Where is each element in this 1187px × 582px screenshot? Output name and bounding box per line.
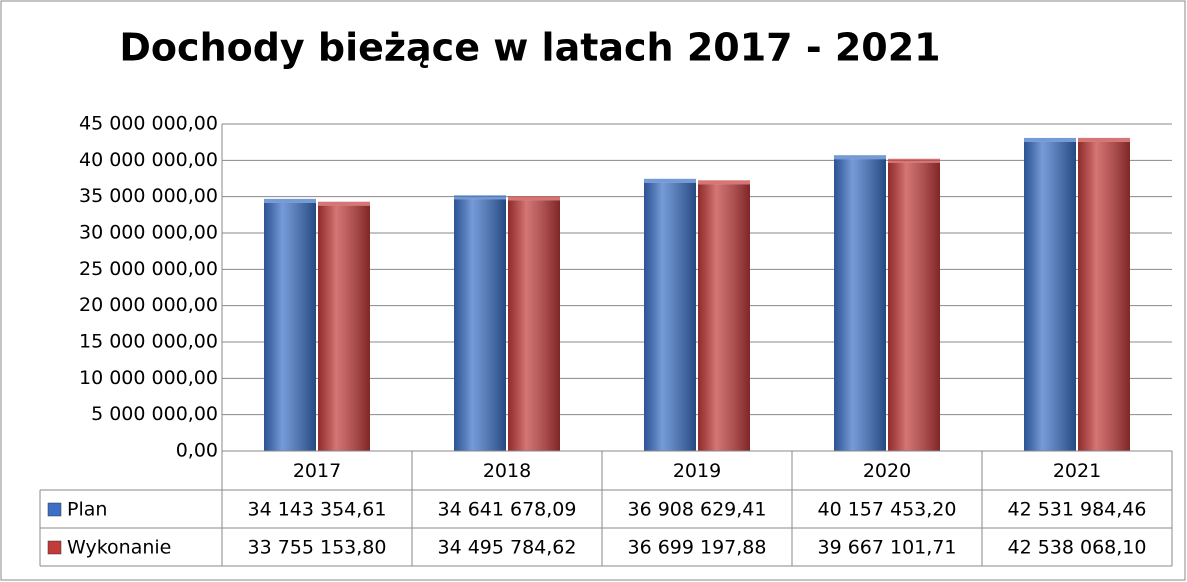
bar-top bbox=[1024, 137, 1076, 142]
bar-shade bbox=[834, 159, 886, 451]
bar-top bbox=[698, 180, 750, 185]
bar-shade bbox=[318, 205, 370, 451]
legend-key bbox=[47, 502, 62, 517]
legend-key bbox=[47, 540, 62, 555]
data-label: 34 641 678,09 bbox=[437, 499, 576, 521]
data-label: 42 531 984,46 bbox=[1007, 499, 1146, 521]
bar-shade bbox=[454, 199, 506, 451]
y-tick-label: 35 000 000,00 bbox=[79, 185, 218, 207]
y-tick-label: 5 000 000,00 bbox=[91, 403, 218, 425]
y-tick-label: 45 000 000,00 bbox=[79, 113, 218, 135]
y-tick-label: 0,00 bbox=[176, 440, 218, 462]
data-label: 33 755 153,80 bbox=[247, 537, 386, 559]
bar-top bbox=[264, 198, 316, 203]
bar-shade bbox=[508, 200, 560, 451]
y-tick-label: 30 000 000,00 bbox=[79, 222, 218, 244]
y-tick-label: 15 000 000,00 bbox=[79, 331, 218, 353]
x-tick-label: 2018 bbox=[483, 460, 531, 482]
bar-top bbox=[508, 196, 560, 201]
bar-shade bbox=[1078, 141, 1130, 451]
data-label: 36 908 629,41 bbox=[627, 499, 766, 521]
x-tick-label: 2020 bbox=[863, 460, 911, 482]
data-label: 36 699 197,88 bbox=[627, 537, 766, 559]
x-tick-label: 2021 bbox=[1053, 460, 1101, 482]
data-label: 34 143 354,61 bbox=[247, 499, 386, 521]
bar-shade bbox=[698, 184, 750, 452]
legend-label: Wykonanie bbox=[67, 537, 171, 559]
bar-top bbox=[888, 158, 940, 163]
legend-label: Plan bbox=[67, 499, 107, 521]
y-tick-label: 10 000 000,00 bbox=[79, 367, 218, 389]
bar-top bbox=[644, 178, 696, 183]
data-label: 40 157 453,20 bbox=[817, 499, 956, 521]
bar-shade bbox=[1024, 141, 1076, 451]
data-label: 34 495 784,62 bbox=[437, 537, 576, 559]
data-label: 39 667 101,71 bbox=[817, 537, 956, 559]
bar-top bbox=[454, 195, 506, 200]
x-tick-label: 2017 bbox=[293, 460, 341, 482]
bar-top bbox=[1078, 137, 1130, 142]
y-tick-label: 20 000 000,00 bbox=[79, 294, 218, 316]
bar-shade bbox=[888, 162, 940, 452]
bar-top bbox=[318, 201, 370, 206]
y-tick-label: 40 000 000,00 bbox=[79, 149, 218, 171]
data-label: 42 538 068,10 bbox=[1007, 537, 1146, 559]
bar-shade bbox=[644, 182, 696, 451]
y-tick-label: 25 000 000,00 bbox=[79, 258, 218, 280]
bar-top bbox=[834, 155, 886, 160]
x-tick-label: 2019 bbox=[673, 460, 721, 482]
bar-shade bbox=[264, 202, 316, 451]
chart-title: Dochody bieżące w latach 2017 - 2021 bbox=[119, 26, 940, 70]
